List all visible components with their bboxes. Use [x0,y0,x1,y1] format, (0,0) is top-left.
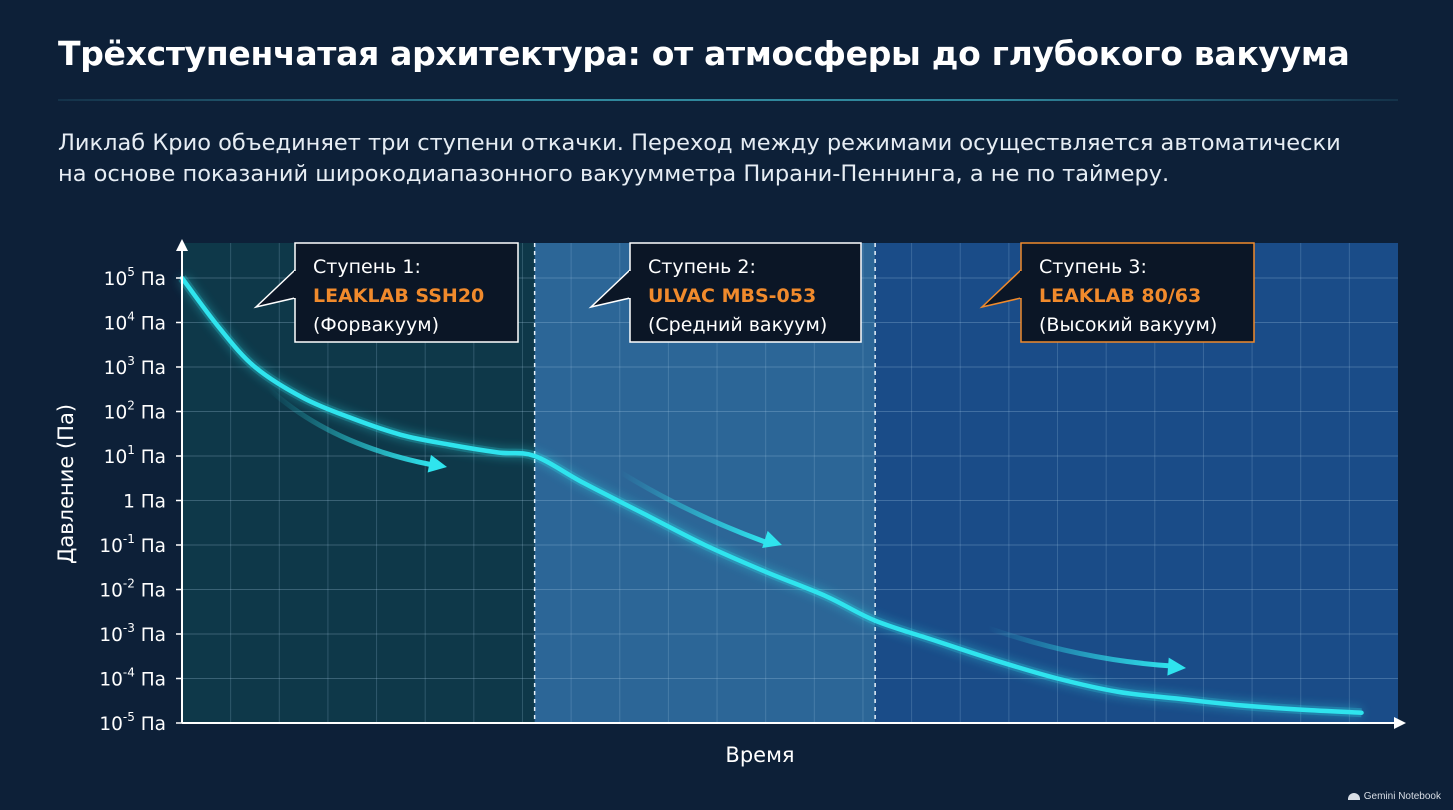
y-tick-label-1: 104 Па [104,310,166,335]
x-axis-arrow [1394,717,1406,729]
y-tick-label-2: 103 Па [104,354,166,379]
y-tick-label-10: 10-5 Па [99,710,166,735]
flow-arrow-shaft-2 [617,469,771,546]
y-tick-label-6: 10-1 Па [99,532,166,557]
stage-label-1: Ступень 1: [313,256,421,278]
axes [176,239,1406,729]
stage-pump-2: ULVAC MBS-053 [648,285,816,307]
y-tick-label-4: 101 Па [104,443,166,468]
y-tick-label-0: 105 Па [104,265,166,290]
y-axis-label: Давление (Па) [54,404,78,564]
y-tick-label-3: 102 Па [104,399,166,424]
flow-arrow-shaft-1 [265,385,436,468]
stage-mode-2: (Средний вакуум) [648,314,827,336]
y-axis-arrow [176,239,188,251]
stage-label-3: Ступень 3: [1039,256,1147,278]
x-axis-label: Время [725,743,794,767]
y-tick-label-7: 10-2 Па [99,577,166,602]
title-divider [58,99,1398,101]
footer-brand-label: Gemini Notebook [1363,791,1441,802]
page-subtitle: Ликлаб Крио объединяет три ступени откач… [58,130,1341,187]
stage-dividers [533,243,876,723]
flow-arrow-head-3 [1167,657,1186,676]
stage-callout-1: Ступень 1: LEAKLAB SSH20 (Форвакуум) [253,242,519,343]
flow-arrow-head-2 [762,530,782,548]
callout-box-1 [294,242,519,343]
stage-mode-1: (Форвакуум) [313,314,439,336]
page-title: Трёхступенчатая архитектура: от атмосфер… [58,34,1350,73]
stage-pump-1: LEAKLAB SSH20 [313,285,484,307]
stage-mode-3: (Высокий вакуум) [1039,314,1217,336]
callout-box-2 [629,242,862,343]
callout-tail-mask-3 [1020,271,1024,298]
flow-arrow-shaft-3 [985,625,1175,669]
stage-callout-2: Ступень 2: ULVAC MBS-053 (Средний вакуум) [588,242,862,343]
callout-box-3 [1020,242,1255,343]
stage-callouts: Ступень 1:LEAKLAB SSH20(Форвакуум)Ступен… [253,242,1255,343]
stage-pump-3: LEAKLAB 80/63 [1039,285,1201,307]
pressure-curve [178,275,1364,718]
footer-brand: Gemini Notebook [1347,791,1441,802]
y-tick-label-9: 10-4 Па [99,666,166,691]
stage-label-2: Ступень 2: [648,256,756,278]
callout-tail-mask-1 [294,271,298,298]
y-tick-label-5: 1 Па [123,492,166,513]
stage-callout-3: Ступень 3: LEAKLAB 80/63 (Высокий вакуум) [979,242,1255,343]
flow-arrow-head-1 [427,454,447,473]
pressure-curve-line [179,275,1364,715]
gemini-notebook-icon [1347,793,1360,800]
y-tick-label-8: 10-3 Па [99,621,166,646]
callout-tail-mask-2 [629,271,633,298]
flow-arrows [265,385,1186,676]
y-tick-labels: 105 Па 104 Па 103 Па 102 Па 101 Па 1 Па 10-1 П… [99,265,182,735]
